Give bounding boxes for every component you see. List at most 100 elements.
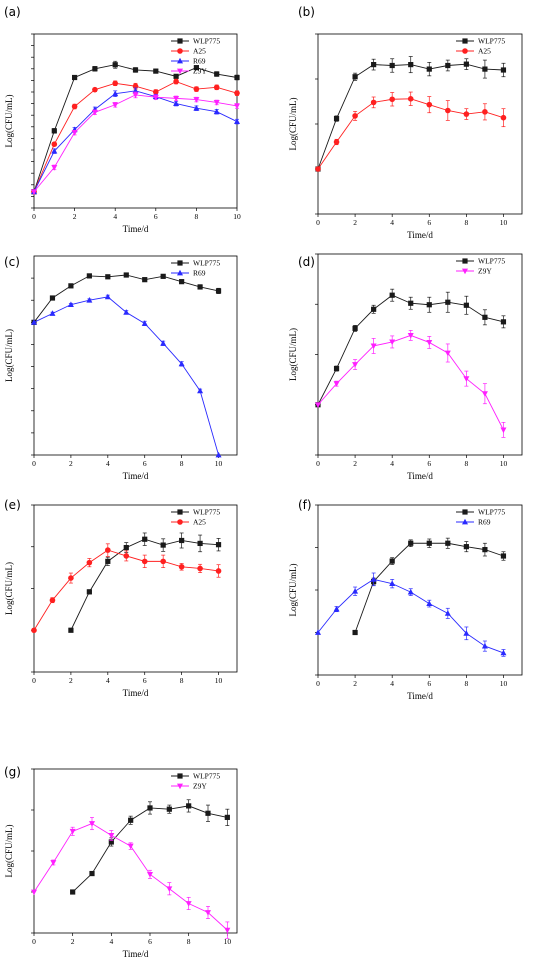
data-point [105,558,111,564]
legend-label: R69 [193,269,206,278]
panel-label: (b) [298,5,315,19]
data-point [123,309,130,315]
data-point [160,558,166,565]
x-tick-label: 8 [180,676,184,685]
legend-marker [462,258,468,264]
series-line [33,823,228,931]
data-point [315,166,321,172]
legend-label: WLP775 [193,259,220,268]
legend-entry: WLP775 [171,37,220,46]
chart-panel: (a) 0 2 4 6 8 10 Time/d Log(CFU/mL) WLP775A25R69Z… [4,5,241,234]
data-point [482,109,488,115]
data-point [500,553,507,559]
series-a25 [315,91,507,172]
x-tick-label: 2 [353,459,357,468]
data-point [481,642,488,649]
data-point [205,810,211,816]
legend-entry: R69 [171,269,206,278]
data-point [193,97,200,103]
x-tick-label: 6 [427,679,431,688]
data-point [68,627,74,633]
legend-label: WLP775 [478,37,505,46]
data-point [426,540,432,546]
x-tick-label: 10 [500,218,508,227]
series-z9y [31,91,240,195]
x-tick-label: 8 [195,212,199,221]
legend-label: Z9Y [193,782,207,791]
data-point [49,295,56,301]
data-point [86,273,92,279]
data-point [482,66,488,72]
data-point [426,66,432,72]
data-point [178,360,185,367]
data-point [500,649,507,656]
y-axis-label: Log(CFU/mL) [288,97,298,150]
data-point [426,302,432,308]
x-tick-label: 8 [180,459,184,468]
x-tick-label: 2 [73,212,77,221]
data-point [179,279,185,285]
series-r69 [31,87,240,195]
data-point [104,293,111,300]
series-line [317,63,504,170]
data-point [445,107,451,114]
data-point [214,71,220,77]
x-tick-label: 2 [353,218,357,227]
data-point [49,597,56,603]
data-point [160,273,166,279]
legend-label: A25 [478,47,491,56]
data-point [224,927,231,934]
data-point [31,319,37,325]
plot-frame [317,504,523,676]
data-point [234,74,240,81]
data-point [370,343,377,350]
x-tick-label: 2 [69,676,73,685]
series-wlp775 [315,288,507,408]
x-axis-label: Time/d [123,688,149,698]
legend-entry: WLP775 [456,257,505,266]
data-point [51,128,57,134]
data-point [408,62,414,68]
data-point [205,910,211,916]
data-point [213,108,220,115]
data-point [128,817,134,823]
x-tick-label: 4 [390,459,394,468]
panel-label: (a) [4,5,21,19]
data-point [407,96,414,102]
x-axis-label: Time/d [407,230,433,240]
x-tick-label: 6 [427,218,431,227]
x-tick-label: 6 [154,212,158,221]
data-point [166,806,172,812]
x-tick-label: 6 [148,937,152,946]
plot-frame [317,253,523,456]
data-point [86,297,93,303]
x-tick-label: 10 [500,679,508,688]
data-point [186,803,192,809]
data-point [352,325,358,331]
panel-label: (g) [4,765,21,779]
data-point [389,292,395,298]
x-tick-label: 8 [464,459,468,468]
data-point [123,272,129,278]
series-wlp775 [70,799,230,895]
x-tick-label: 4 [390,679,394,688]
data-point [215,568,222,574]
y-axis-label: Log(CFU/mL) [4,562,14,615]
data-point [407,588,414,595]
data-point [71,103,78,110]
data-point [173,73,179,79]
series-line [317,334,504,431]
legend-label: R69 [478,518,491,527]
data-point [89,870,95,877]
data-point [389,339,396,346]
x-tick-label: 4 [106,459,110,468]
panel-label: (e) [4,498,21,512]
legend-entry: WLP775 [171,259,220,268]
series-a25 [31,543,222,634]
data-point [193,105,200,111]
data-point [444,350,451,357]
data-point [112,90,119,97]
x-axis-label: Time/d [407,691,433,701]
